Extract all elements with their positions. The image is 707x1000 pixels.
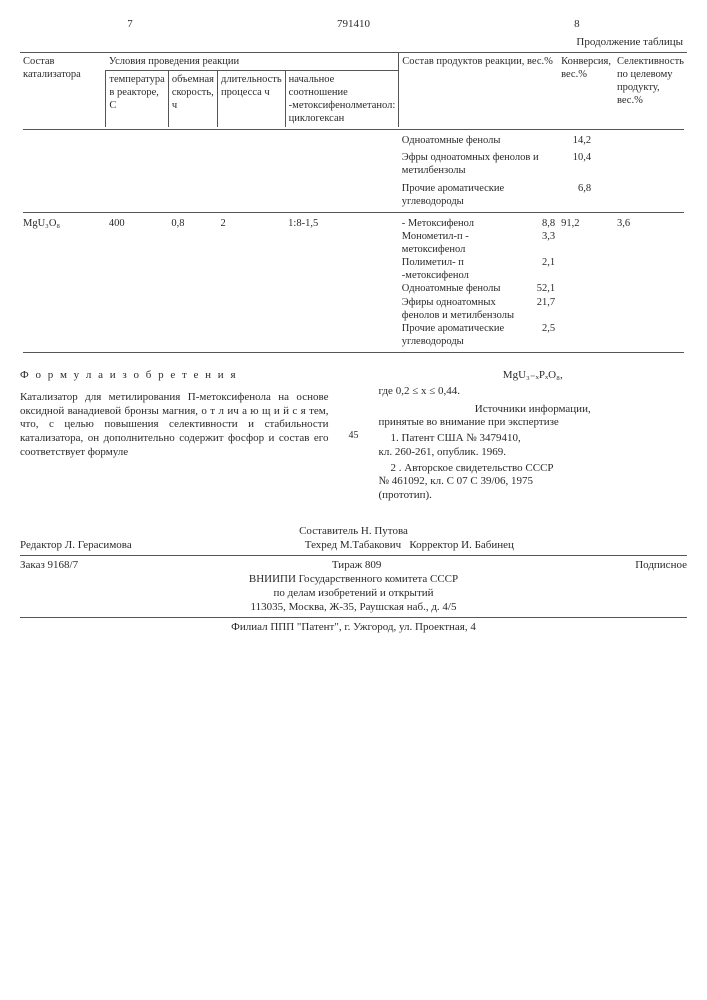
product-value: 6,8 (561, 182, 591, 195)
rule (20, 617, 687, 618)
compiler-line: Составитель Н. Путова (20, 525, 687, 539)
col-ratio: начальное соотношение -метоксифенолметан… (285, 70, 399, 127)
imprint-footer: Составитель Н. Путова Редактор Л. Гераси… (20, 525, 687, 635)
col-selectivity: Селективность по целевому продукту, вес.… (614, 53, 687, 128)
cell-vol: 0,8 (168, 215, 217, 350)
table-row: Одноатомные фенолы 14,2 (20, 132, 687, 149)
product-value: 14,2 (561, 134, 591, 147)
product-value: 21,7 (525, 296, 555, 322)
page-left: 7 (20, 18, 240, 32)
cell-temp: 400 (106, 215, 168, 350)
source-line: кл. 260-261, опублик. 1969. (379, 446, 688, 460)
rule (23, 129, 684, 130)
product-value: 52,1 (525, 282, 555, 295)
claims-heading: Ф о р м у л а и з о б р е т е н и я (20, 369, 329, 383)
rule (20, 555, 687, 556)
claims-section: Ф о р м у л а и з о б р е т е н и я Ката… (20, 369, 687, 503)
chem-formula: MgU₃₋ₓPₓO₈, (379, 369, 688, 383)
table-row: Эфры одноатомных фенолов и метилбензолы … (20, 149, 687, 179)
product-value: 2,1 (525, 256, 555, 282)
col-catalyst: Состав катализатора (20, 53, 106, 128)
editor-line: Редактор Л. Герасимова (20, 539, 132, 553)
order-line: Заказ 9168/7 (20, 559, 78, 573)
org-line: по делам изобретений и открытий (20, 587, 687, 601)
address-line: 113035, Москва, Ж-35, Раушская наб., д. … (20, 601, 687, 615)
table-continuation: Продолжение таблицы (20, 36, 683, 50)
page-header: 7 791410 8 (20, 18, 687, 32)
sources-subheading: принятые во внимание при экспертизе (379, 416, 688, 430)
branch-line: Филиал ППП "Патент", г. Ужгород, ул. Про… (20, 621, 687, 635)
rule (23, 212, 684, 213)
product-value: 10,4 (561, 151, 591, 164)
col-products: Состав продуктов реакции, вес.% (399, 53, 558, 128)
formula-where: где 0,2 ≤ x ≤ 0,44. (379, 385, 688, 399)
rule (23, 352, 684, 353)
product-value: 3,3 (525, 230, 555, 256)
circulation-line: Тираж 809 (332, 559, 382, 573)
col-conversion: Конверсия, вес.% (558, 53, 614, 128)
product-value: 8,8 (525, 217, 555, 230)
col-dur: длительность процесса ч (218, 70, 286, 127)
page-right: 8 (467, 18, 687, 32)
product-name: Монометил-п - метоксифенол (402, 230, 525, 256)
org-line: ВНИИПИ Государственного комитета СССР (20, 573, 687, 587)
source-line: 1. Патент США № 3479410, (379, 432, 688, 446)
source-line: 2 . Авторское свидетельство СССР (379, 462, 688, 476)
doc-number: 791410 (243, 18, 463, 32)
source-line: (прототип). (379, 489, 688, 503)
table-row: MgU₃O₈ 400 0,8 2 1:8-1,5 - Метоксифенол … (20, 215, 687, 350)
col-conditions-group: Условия проведения реакции (106, 53, 399, 71)
data-table: Состав катализатора Условия проведения р… (20, 53, 687, 356)
product-name: Одноатомные фенолы (402, 282, 501, 295)
cell-catalyst: MgU₃O₈ (20, 215, 106, 350)
product-name: Полиметил- п -метоксифенол (402, 256, 525, 282)
cell-dur: 2 (218, 215, 286, 350)
techred-line: Техред М.Табакович (305, 539, 401, 551)
proofreader-line: Корректор И. Бабинец (409, 539, 514, 551)
cell-conversion: 91,2 (558, 215, 614, 350)
product-name: Прочие ароматические углеводороды (402, 183, 504, 207)
col-vol: объемная скорость, ч (168, 70, 217, 127)
product-value: 2,5 (525, 322, 555, 348)
col-temp: температура в реакторе, С (106, 70, 168, 127)
claims-text: Катализатор для метилирования П-метоксиф… (20, 391, 329, 460)
sources-heading: Источники информации, (379, 403, 688, 417)
product-name: Эфиры одноатомных фенолов и метилбензолы (402, 296, 525, 322)
subscription-line: Подписное (635, 559, 687, 573)
source-line: № 461092, кл. С 07 С 39/06, 1975 (379, 475, 688, 489)
table-row: Прочие ароматические углеводороды 6,8 (20, 180, 687, 210)
product-name: Эфры одноатомных фенолов и метилбензолы (402, 152, 539, 176)
product-name: Одноатомные фенолы (402, 134, 501, 147)
cell-selectivity: 3,6 (614, 215, 687, 350)
product-name: Прочие ароматические углеводороды (402, 322, 525, 348)
product-name: - Метоксифенол (402, 217, 474, 230)
cell-ratio: 1:8-1,5 (285, 215, 399, 350)
line-number: 45 (347, 430, 361, 443)
